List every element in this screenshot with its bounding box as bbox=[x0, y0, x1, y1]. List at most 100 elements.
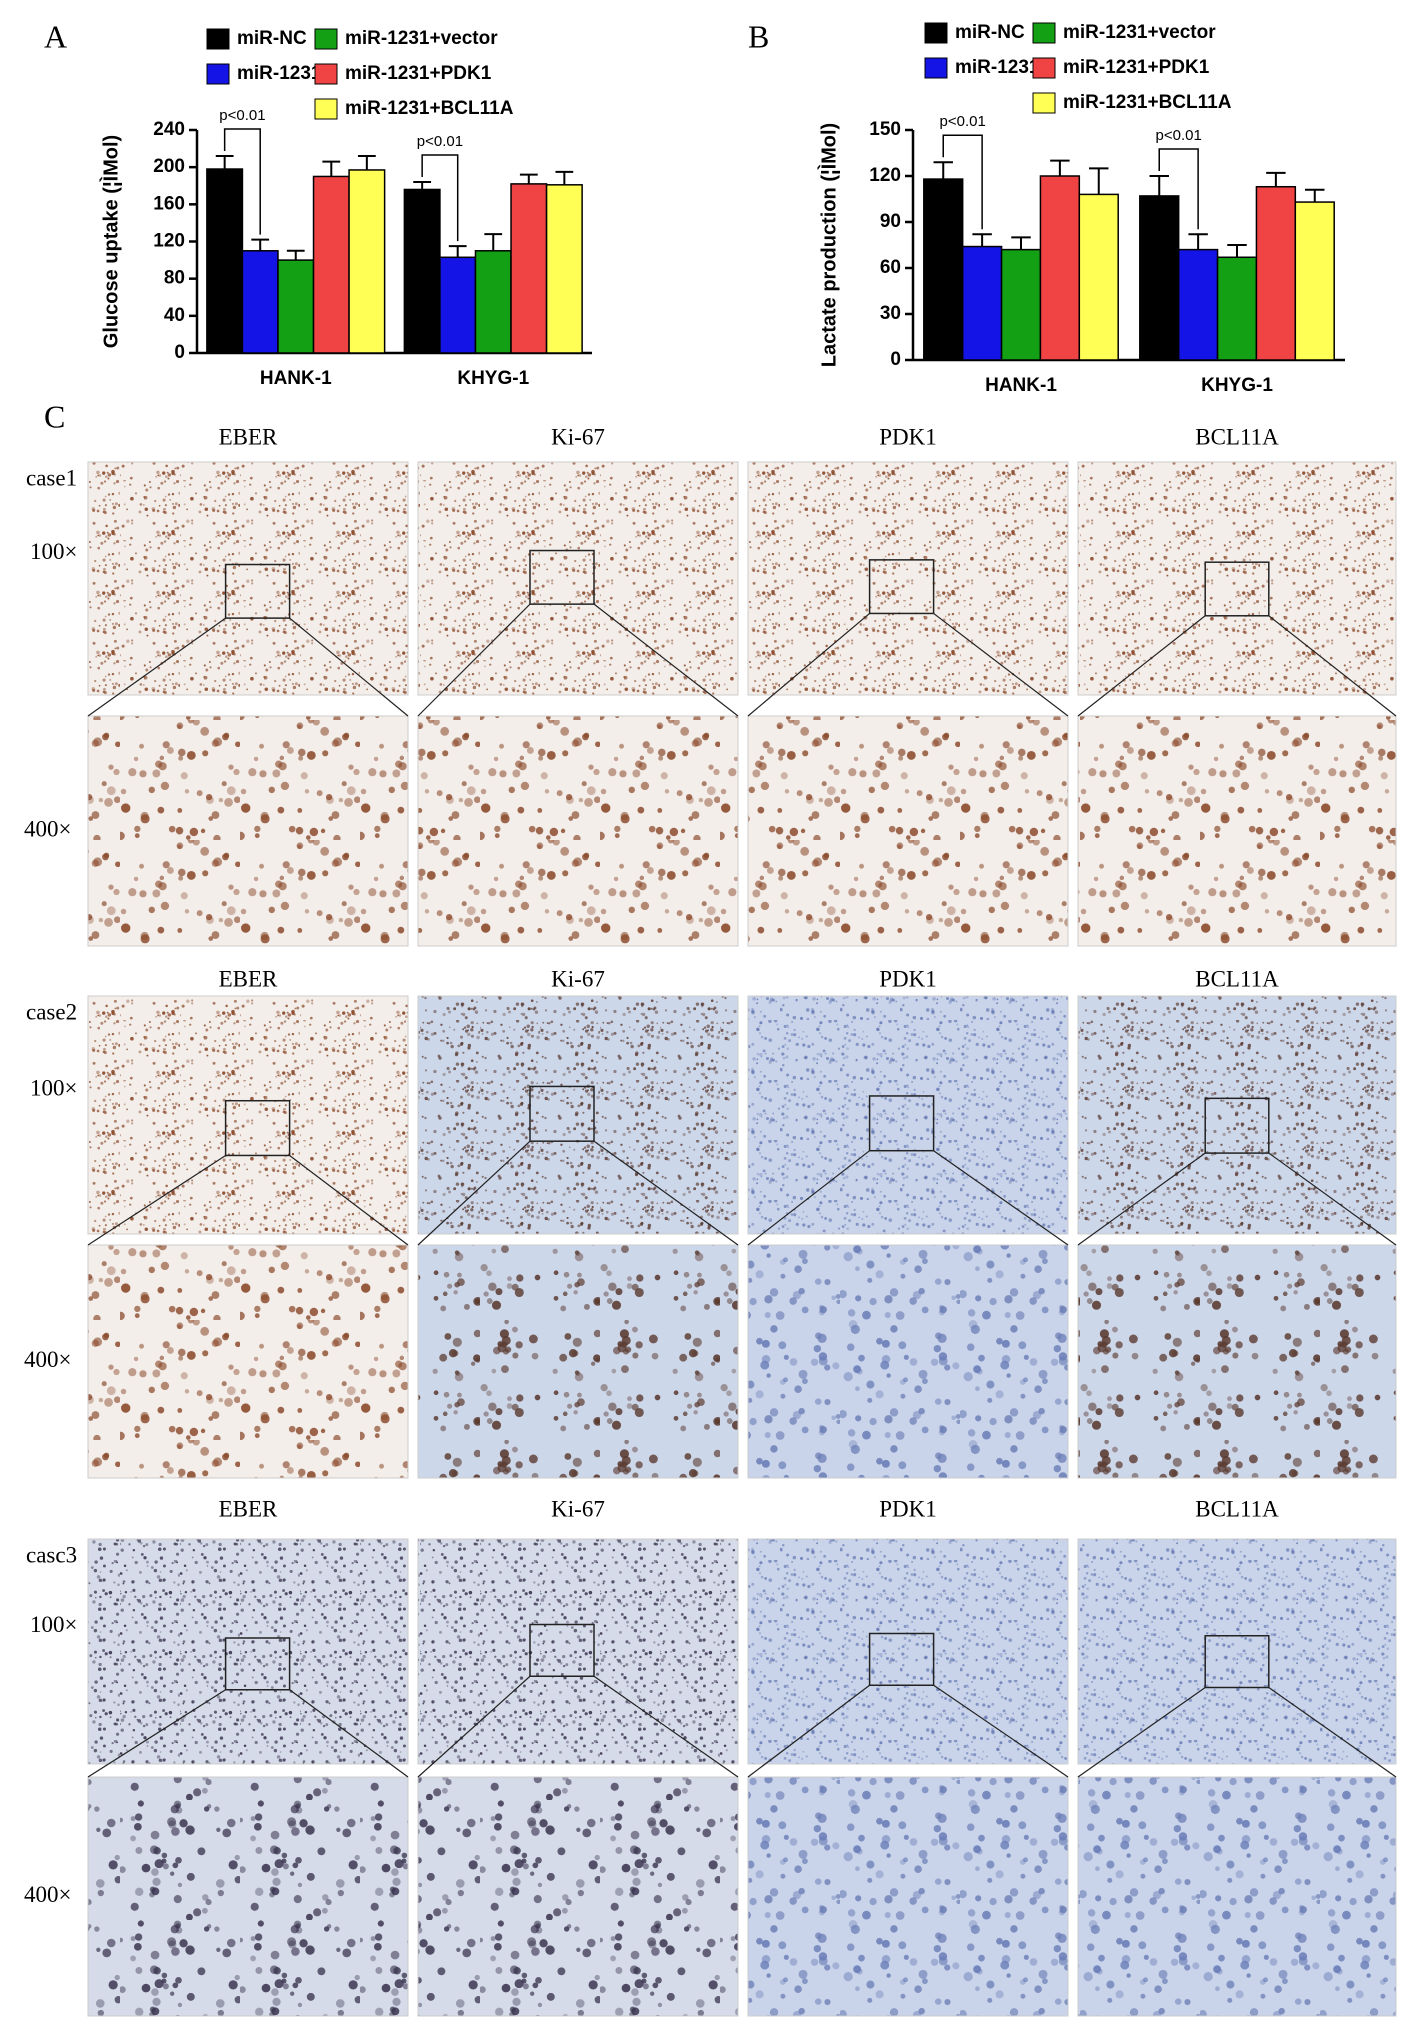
bar bbox=[510, 183, 548, 354]
error-bar bbox=[1266, 171, 1286, 187]
error-bar bbox=[215, 155, 234, 170]
zoom-line bbox=[593, 1140, 739, 1246]
zoom-line bbox=[1268, 615, 1397, 717]
case-label: case2 bbox=[26, 999, 77, 1024]
annotation: p<0.01 bbox=[219, 107, 265, 124]
micrograph-100x bbox=[87, 995, 409, 1235]
zoom-line bbox=[593, 603, 739, 717]
micrograph-100x bbox=[747, 461, 1069, 696]
x-tick-label: HANK-1 bbox=[985, 375, 1057, 396]
zoom-box bbox=[868, 1095, 935, 1152]
stain-label: Ki-67 bbox=[551, 424, 605, 449]
x-tick-label: KHYG-1 bbox=[457, 368, 529, 389]
micrograph-100x bbox=[747, 995, 1069, 1235]
micrograph-400x bbox=[87, 715, 409, 947]
error-bar bbox=[972, 233, 992, 247]
y-tick-label: 0 bbox=[890, 349, 901, 370]
bar bbox=[1177, 248, 1219, 361]
micrograph-400x bbox=[87, 1244, 409, 1479]
zoom-line bbox=[933, 1684, 1069, 1778]
micrograph-400x bbox=[747, 1244, 1069, 1479]
bar bbox=[241, 250, 279, 354]
legend-swatch bbox=[206, 63, 230, 85]
y-tick-label: 80 bbox=[164, 268, 185, 289]
error-bar bbox=[322, 160, 341, 177]
micrograph-100x bbox=[87, 1538, 409, 1765]
error-bar bbox=[413, 181, 432, 190]
magnification-label: 100× bbox=[30, 1075, 77, 1100]
legend-label: miR-1231 bbox=[955, 57, 1040, 78]
y-tick-label: 0 bbox=[174, 342, 185, 363]
micrograph-400x bbox=[417, 1776, 739, 2017]
micrograph-100x bbox=[1077, 995, 1397, 1235]
error-bar bbox=[933, 161, 953, 180]
zoom-line bbox=[747, 612, 870, 717]
legend-swatch bbox=[314, 98, 338, 120]
micrograph-400x bbox=[747, 1776, 1069, 2017]
zoom-box bbox=[529, 1085, 595, 1142]
significance-bracket bbox=[942, 134, 983, 230]
zoom-line bbox=[1077, 615, 1206, 717]
bar bbox=[348, 169, 386, 354]
zoom-box bbox=[529, 1623, 595, 1677]
significance-bracket bbox=[1158, 148, 1199, 230]
legend-swatch bbox=[206, 28, 230, 50]
micrograph-100x bbox=[417, 461, 739, 696]
bar bbox=[545, 184, 583, 354]
x-tick-label: HANK-1 bbox=[260, 368, 332, 389]
zoom-line bbox=[417, 1140, 531, 1246]
y-tick-label: 120 bbox=[869, 165, 901, 186]
zoom-line bbox=[87, 617, 226, 717]
micrograph-400x bbox=[417, 715, 739, 947]
zoom-box bbox=[1204, 561, 1270, 617]
zoom-line bbox=[593, 1675, 739, 1778]
micrograph-100x bbox=[747, 1538, 1069, 1765]
legend-label: miR-1231+PDK1 bbox=[345, 63, 492, 84]
legend-label: miR-NC bbox=[955, 22, 1025, 43]
zoom-line bbox=[289, 1154, 409, 1246]
y-tick-label: 60 bbox=[880, 257, 901, 278]
legend-swatch bbox=[314, 63, 338, 85]
bar bbox=[1255, 185, 1297, 361]
zoom-box bbox=[529, 549, 595, 605]
case-label: casc3 bbox=[26, 1542, 77, 1567]
y-tick-label: 40 bbox=[164, 305, 185, 326]
legend-label: miR-NC bbox=[237, 28, 307, 49]
zoom-line bbox=[933, 1150, 1069, 1246]
bar bbox=[1139, 195, 1180, 361]
magnification-label: 100× bbox=[30, 539, 77, 564]
stain-label: EBER bbox=[219, 966, 278, 991]
micrograph-400x bbox=[747, 715, 1069, 947]
zoom-line bbox=[289, 1689, 409, 1778]
zoom-line bbox=[417, 603, 531, 717]
stain-label: EBER bbox=[219, 1496, 278, 1521]
zoom-line bbox=[747, 1684, 870, 1778]
bar bbox=[1039, 175, 1081, 361]
y-axis-label: Lactate production (¦ÌMol) bbox=[817, 123, 840, 367]
legend-label: miR-1231+PDK1 bbox=[1063, 57, 1210, 78]
y-tick-label: 240 bbox=[153, 119, 185, 140]
x-tick-label: KHYG-1 bbox=[1201, 375, 1273, 396]
panel-label: C bbox=[44, 398, 65, 434]
zoom-box bbox=[868, 1632, 935, 1686]
legend-swatch bbox=[1032, 92, 1056, 114]
legend-label: miR-1231+BCL11A bbox=[1063, 92, 1232, 113]
legend-swatch bbox=[314, 28, 338, 50]
zoom-line bbox=[1077, 1152, 1206, 1246]
bar bbox=[277, 259, 315, 354]
zoom-line bbox=[87, 1689, 226, 1778]
zoom-line bbox=[1268, 1152, 1397, 1246]
error-bar bbox=[1227, 244, 1247, 258]
legend-label: miR-1231 bbox=[237, 63, 322, 84]
error-bar bbox=[484, 233, 503, 251]
magnification-label: 400× bbox=[24, 816, 71, 841]
stain-label: BCL11A bbox=[1195, 966, 1279, 991]
bar bbox=[961, 245, 1003, 361]
legend-label: miR-1231+BCL11A bbox=[345, 98, 514, 119]
error-bar bbox=[555, 170, 574, 185]
panel-label: B bbox=[748, 18, 769, 54]
magnification-label: 400× bbox=[24, 1882, 71, 1907]
magnification-label: 400× bbox=[24, 1347, 71, 1372]
